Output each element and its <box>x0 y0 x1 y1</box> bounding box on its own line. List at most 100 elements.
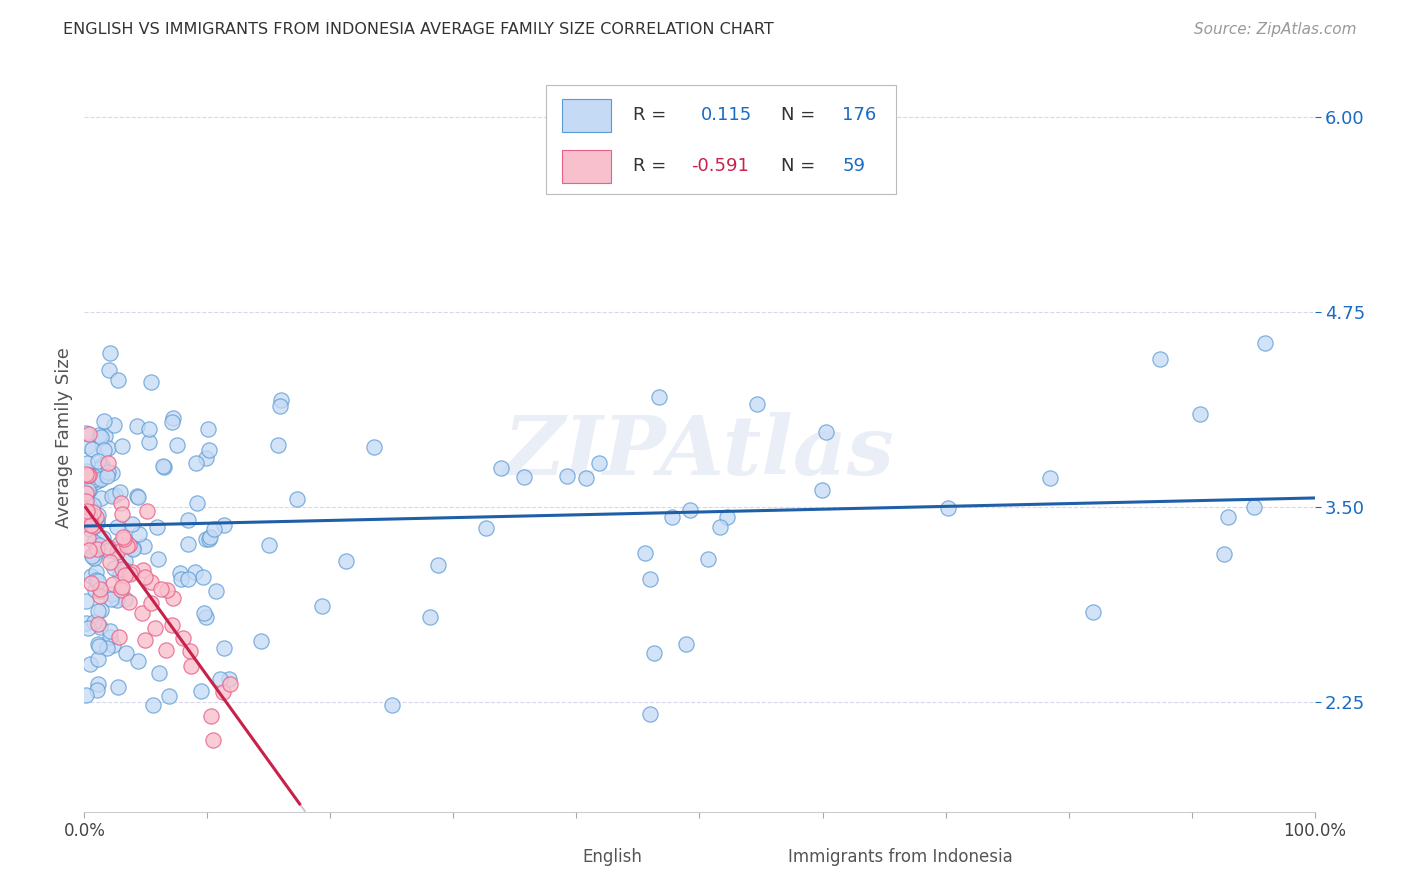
Point <box>128 526 150 541</box>
Point <box>83 475 105 490</box>
Point <box>97 540 120 554</box>
Point <box>121 517 143 532</box>
Point <box>96 469 118 483</box>
Point <box>202 522 225 536</box>
Point <box>79 657 101 672</box>
Point <box>111 439 134 453</box>
Point <box>134 570 156 584</box>
Point <box>257 538 280 552</box>
Point <box>91 531 114 545</box>
Point <box>697 552 720 566</box>
Point <box>103 418 125 433</box>
Y-axis label: Average Family Size: Average Family Size <box>55 347 73 527</box>
Point <box>745 396 768 410</box>
Point <box>79 483 101 497</box>
Point <box>87 473 110 487</box>
Point <box>176 572 198 586</box>
Point <box>160 617 183 632</box>
Point <box>180 659 202 673</box>
Point <box>661 510 683 524</box>
Point <box>79 522 101 536</box>
Point <box>475 521 498 535</box>
Point <box>212 685 235 699</box>
Point <box>1254 336 1277 351</box>
Point <box>100 489 122 503</box>
Point <box>93 414 115 428</box>
Point <box>177 537 200 551</box>
Point <box>170 572 193 586</box>
Point <box>155 643 177 657</box>
Point <box>195 610 218 624</box>
Point <box>193 606 215 620</box>
Point <box>810 483 832 497</box>
Point <box>200 709 222 723</box>
Point <box>100 587 122 601</box>
Text: N =: N = <box>780 106 815 124</box>
Bar <box>562 150 612 183</box>
Point <box>575 470 598 484</box>
Point <box>87 538 110 552</box>
Text: -0.591: -0.591 <box>690 157 749 176</box>
Point <box>136 504 159 518</box>
Point <box>270 393 292 408</box>
Point <box>100 592 122 607</box>
Point <box>1081 606 1104 620</box>
Point <box>162 410 184 425</box>
Point <box>139 375 162 389</box>
Point <box>201 733 224 747</box>
Point <box>104 487 127 501</box>
Point <box>139 574 162 589</box>
Text: 59: 59 <box>842 157 865 176</box>
Point <box>381 698 404 713</box>
Point <box>153 460 176 475</box>
Point <box>427 558 450 572</box>
Point <box>186 496 208 510</box>
Point <box>936 501 959 516</box>
Text: ENGLISH VS IMMIGRANTS FROM INDONESIA AVERAGE FAMILY SIZE CORRELATION CHART: ENGLISH VS IMMIGRANTS FROM INDONESIA AVE… <box>63 22 775 37</box>
Text: ZIPAtlas: ZIPAtlas <box>503 412 896 492</box>
Point <box>166 437 188 451</box>
Text: Source: ZipAtlas.com: Source: ZipAtlas.com <box>1194 22 1357 37</box>
Point <box>79 511 101 525</box>
Point <box>80 576 103 591</box>
Point <box>197 422 219 436</box>
Point <box>114 554 136 568</box>
Point <box>76 440 98 454</box>
Point <box>146 551 169 566</box>
Point <box>77 498 100 512</box>
Point <box>75 616 97 631</box>
Point <box>86 513 108 527</box>
Point <box>82 469 104 483</box>
Point <box>139 596 162 610</box>
Point <box>179 644 201 658</box>
Text: N =: N = <box>780 157 815 176</box>
Point <box>108 540 131 554</box>
Point <box>114 568 136 582</box>
Point <box>87 454 110 468</box>
Point <box>76 504 98 518</box>
Point <box>91 458 114 472</box>
Point <box>86 510 108 524</box>
Point <box>156 582 179 597</box>
Point <box>489 461 512 475</box>
Text: English: English <box>582 847 643 865</box>
Point <box>142 698 165 713</box>
Point <box>75 467 97 482</box>
Point <box>249 634 271 648</box>
Point <box>90 603 112 617</box>
Point <box>120 567 142 582</box>
Point <box>82 505 104 519</box>
Point <box>90 473 112 487</box>
Point <box>105 519 128 533</box>
Point <box>115 539 138 553</box>
Point <box>675 637 697 651</box>
Point <box>80 517 103 532</box>
Point <box>643 646 665 660</box>
Point <box>172 631 194 645</box>
Point <box>638 572 661 586</box>
Point <box>76 468 98 483</box>
Point <box>86 604 108 618</box>
Point <box>134 632 156 647</box>
Point <box>86 677 108 691</box>
Point <box>127 490 149 504</box>
